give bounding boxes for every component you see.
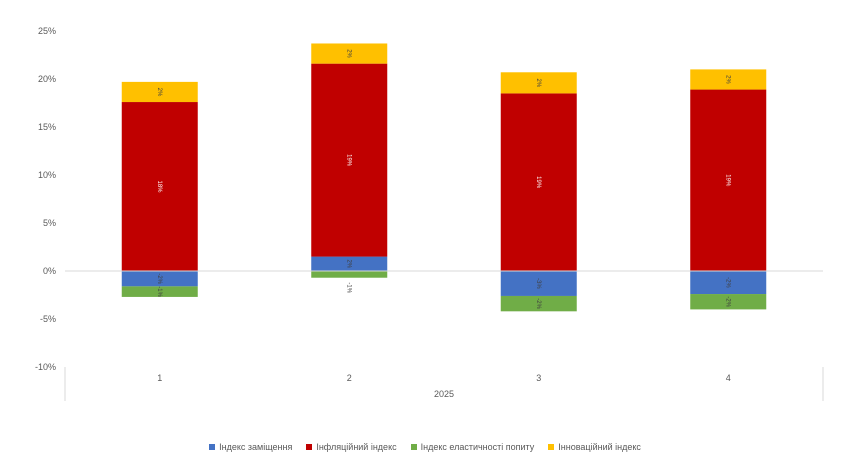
bar-segment <box>311 256 388 271</box>
y-tick-label: 0% <box>43 266 56 276</box>
segment-labels: -2% 18% -1% 2% 2% 19% -1% 2% -3% 19% -2% 2% -2% 19% -2… <box>156 49 731 309</box>
x-tick-label: 2 <box>347 373 352 383</box>
y-tick-label: -10% <box>35 362 56 372</box>
bar-segment <box>500 72 577 94</box>
y-tick-label: 10% <box>38 170 56 180</box>
y-tick-label: 5% <box>43 218 56 228</box>
y-axis: 25% 20% 15% 10% 5% 0% -5% -10% <box>35 26 56 372</box>
segment-label: 2% <box>725 75 731 84</box>
segment-label: -2% <box>725 296 731 307</box>
x-tick-label: 1 <box>157 373 162 383</box>
x-group-label: 2025 <box>434 389 454 399</box>
segment-label: -3% <box>535 278 541 289</box>
bar-segment <box>311 271 388 278</box>
segment-label: 2% <box>346 49 352 58</box>
bar-segment <box>690 294 767 310</box>
legend-label: Інноваційний індекс <box>558 442 641 452</box>
segment-label: -2% <box>156 273 162 284</box>
legend-item: Інфляційний індекс <box>306 442 397 452</box>
segment-label: 19% <box>346 154 352 167</box>
legend-item: Індекс еластичності попиту <box>410 442 535 452</box>
segment-label: 19% <box>725 174 731 187</box>
segment-label: 18% <box>156 181 162 194</box>
legend-swatch <box>548 444 555 450</box>
bar-segment <box>121 81 198 103</box>
legend-swatch <box>306 444 313 450</box>
segment-label: -2% <box>725 277 731 288</box>
bar-segment <box>311 63 388 257</box>
segment-label: 2% <box>346 259 352 268</box>
y-tick-label: 25% <box>38 26 56 36</box>
legend-label: Інфляційний індекс <box>316 442 397 452</box>
legend: Індекс заміщення Інфляційний індекс Індекс… <box>0 440 850 454</box>
bar-segment <box>311 43 388 64</box>
segment-label: 19% <box>535 176 541 189</box>
bar-segment <box>121 271 198 287</box>
bar-segment <box>690 271 767 295</box>
bar-segment <box>500 271 577 296</box>
bar-segment <box>500 295 577 312</box>
legend-item: Індекс заміщення <box>209 442 292 452</box>
legend-swatch <box>410 444 417 450</box>
bar-segment <box>690 69 767 90</box>
x-axis: 1 2 3 4 2025 <box>64 270 824 401</box>
segment-label: 2% <box>535 79 541 88</box>
bar-segment <box>121 102 198 271</box>
bar-segment <box>121 286 198 297</box>
segment-label: -2% <box>535 298 541 309</box>
segment-label: -1% <box>346 282 352 293</box>
bar-segment <box>500 93 577 272</box>
legend-swatch <box>209 444 216 450</box>
legend-label: Індекс еластичності попиту <box>420 442 535 452</box>
bar-segment <box>690 89 767 271</box>
y-tick-label: -5% <box>40 314 56 324</box>
legend-item: Інноваційний індекс <box>548 442 641 452</box>
x-tick-label: 4 <box>726 373 731 383</box>
bars <box>121 43 767 312</box>
y-tick-label: 20% <box>38 74 56 84</box>
x-tick-label: 3 <box>536 373 541 383</box>
legend-label: Індекс заміщення <box>219 442 293 452</box>
segment-label: -1% <box>156 286 162 297</box>
segment-label: 2% <box>156 88 162 97</box>
y-tick-label: 15% <box>38 122 56 132</box>
